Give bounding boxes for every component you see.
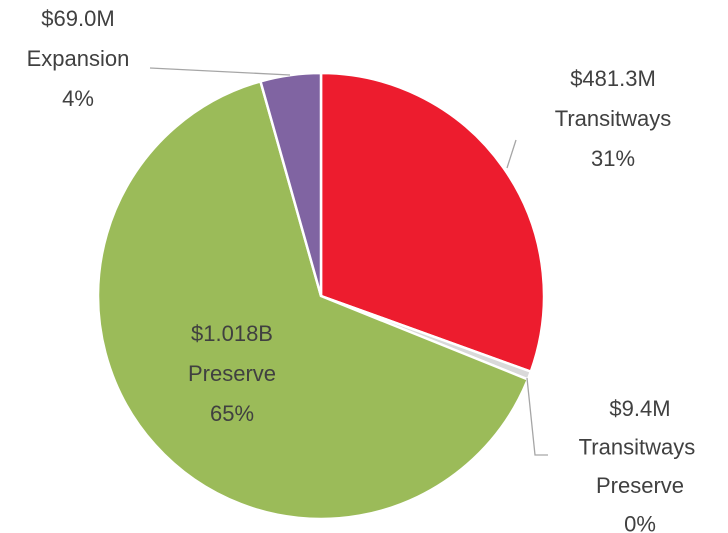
leader-line [506,139,517,169]
data-label-value: $69.0M [41,6,114,31]
pie-slice [96,79,530,521]
data-label-percent: 0% [624,511,656,533]
leader-line [149,67,291,76]
data-label-percent: 4% [62,86,94,111]
data-label-name: Expansion [27,46,130,71]
data-label-name: Transitways [555,106,672,131]
data-label-name: Preserve [188,361,276,386]
leader-line [526,377,548,456]
data-label-percent: 65% [210,401,254,426]
data-label-value: $481.3M [570,66,656,91]
data-label-value: $9.4M [609,396,670,421]
pie-slice [319,71,546,374]
data-label-value: $1.018B [191,321,273,346]
pie-slice [258,71,323,297]
data-label-name: Transitways Preserve [579,434,702,498]
data-label-percent: 31% [591,146,635,171]
